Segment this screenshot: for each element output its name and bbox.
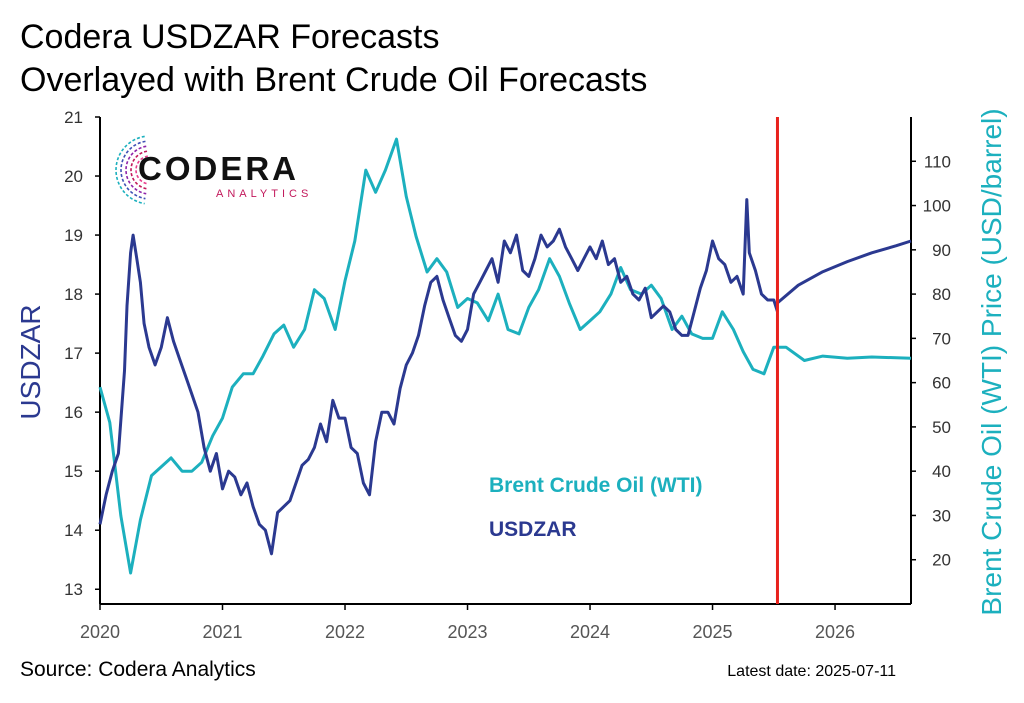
logo-name: CODERA (138, 150, 299, 187)
legend-oil: Brent Crude Oil (WTI) (489, 474, 703, 497)
y-right-tick-label: 20 (932, 551, 951, 570)
y-right-tick-label: 100 (923, 197, 951, 216)
chart-title-line-1: Codera USDZAR Forecasts (20, 18, 439, 56)
y-left-tick-label: 21 (64, 108, 83, 127)
y-left-tick-label: 20 (64, 167, 83, 186)
y-right-tick-label: 90 (932, 241, 951, 260)
y-axis-left-label: USDZAR (15, 304, 46, 419)
legend-usdzar: USDZAR (489, 518, 577, 541)
y-left-tick-label: 15 (64, 462, 83, 481)
plot-area: 1314151617181920212030405060708090100110… (64, 108, 951, 642)
logo-arc-icon (120, 140, 146, 200)
y-axis-right-label: Brent Crude Oil (WTI) Price (USD/barrel) (976, 108, 1007, 615)
logo-arc-icon (115, 135, 145, 205)
series-line-usdzar (98, 198, 779, 556)
series-line-oil (98, 137, 912, 575)
y-right-tick-label: 110 (924, 152, 951, 171)
codera-logo: CODERA ANALYTICS (115, 135, 312, 205)
x-tick-label: 2024 (570, 622, 610, 642)
y-left-tick-label: 14 (64, 521, 83, 540)
y-left-tick-label: 18 (64, 285, 83, 304)
y-right-tick-label: 50 (932, 418, 951, 437)
x-tick-label: 2022 (325, 622, 365, 642)
codera-logo-mark-icon (115, 135, 148, 205)
y-right-tick-label: 60 (932, 374, 951, 393)
x-tick-label: 2026 (815, 622, 855, 642)
y-right-tick-label: 80 (932, 285, 951, 304)
y-left-tick-label: 17 (64, 344, 83, 363)
series-line-usdzar-forecast (776, 239, 912, 305)
logo-sub: ANALYTICS (216, 188, 312, 200)
x-tick-label: 2020 (80, 622, 120, 642)
y-left-tick-label: 19 (64, 226, 83, 245)
latest-date-note: Latest date: 2025-07-11 (727, 663, 896, 680)
x-tick-label: 2023 (447, 622, 487, 642)
chart-title-line-2: Overlayed with Brent Crude Oil Forecasts (20, 61, 647, 99)
source-note: Source: Codera Analytics (20, 658, 256, 681)
y-right-tick-label: 30 (932, 506, 951, 525)
x-tick-label: 2025 (693, 622, 733, 642)
y-left-tick-label: 13 (64, 580, 83, 599)
logo-arc-icon (130, 150, 148, 190)
y-right-tick-label: 70 (932, 329, 951, 348)
y-left-tick-label: 16 (64, 403, 83, 422)
x-tick-label: 2021 (202, 622, 242, 642)
y-right-tick-label: 40 (932, 462, 951, 481)
